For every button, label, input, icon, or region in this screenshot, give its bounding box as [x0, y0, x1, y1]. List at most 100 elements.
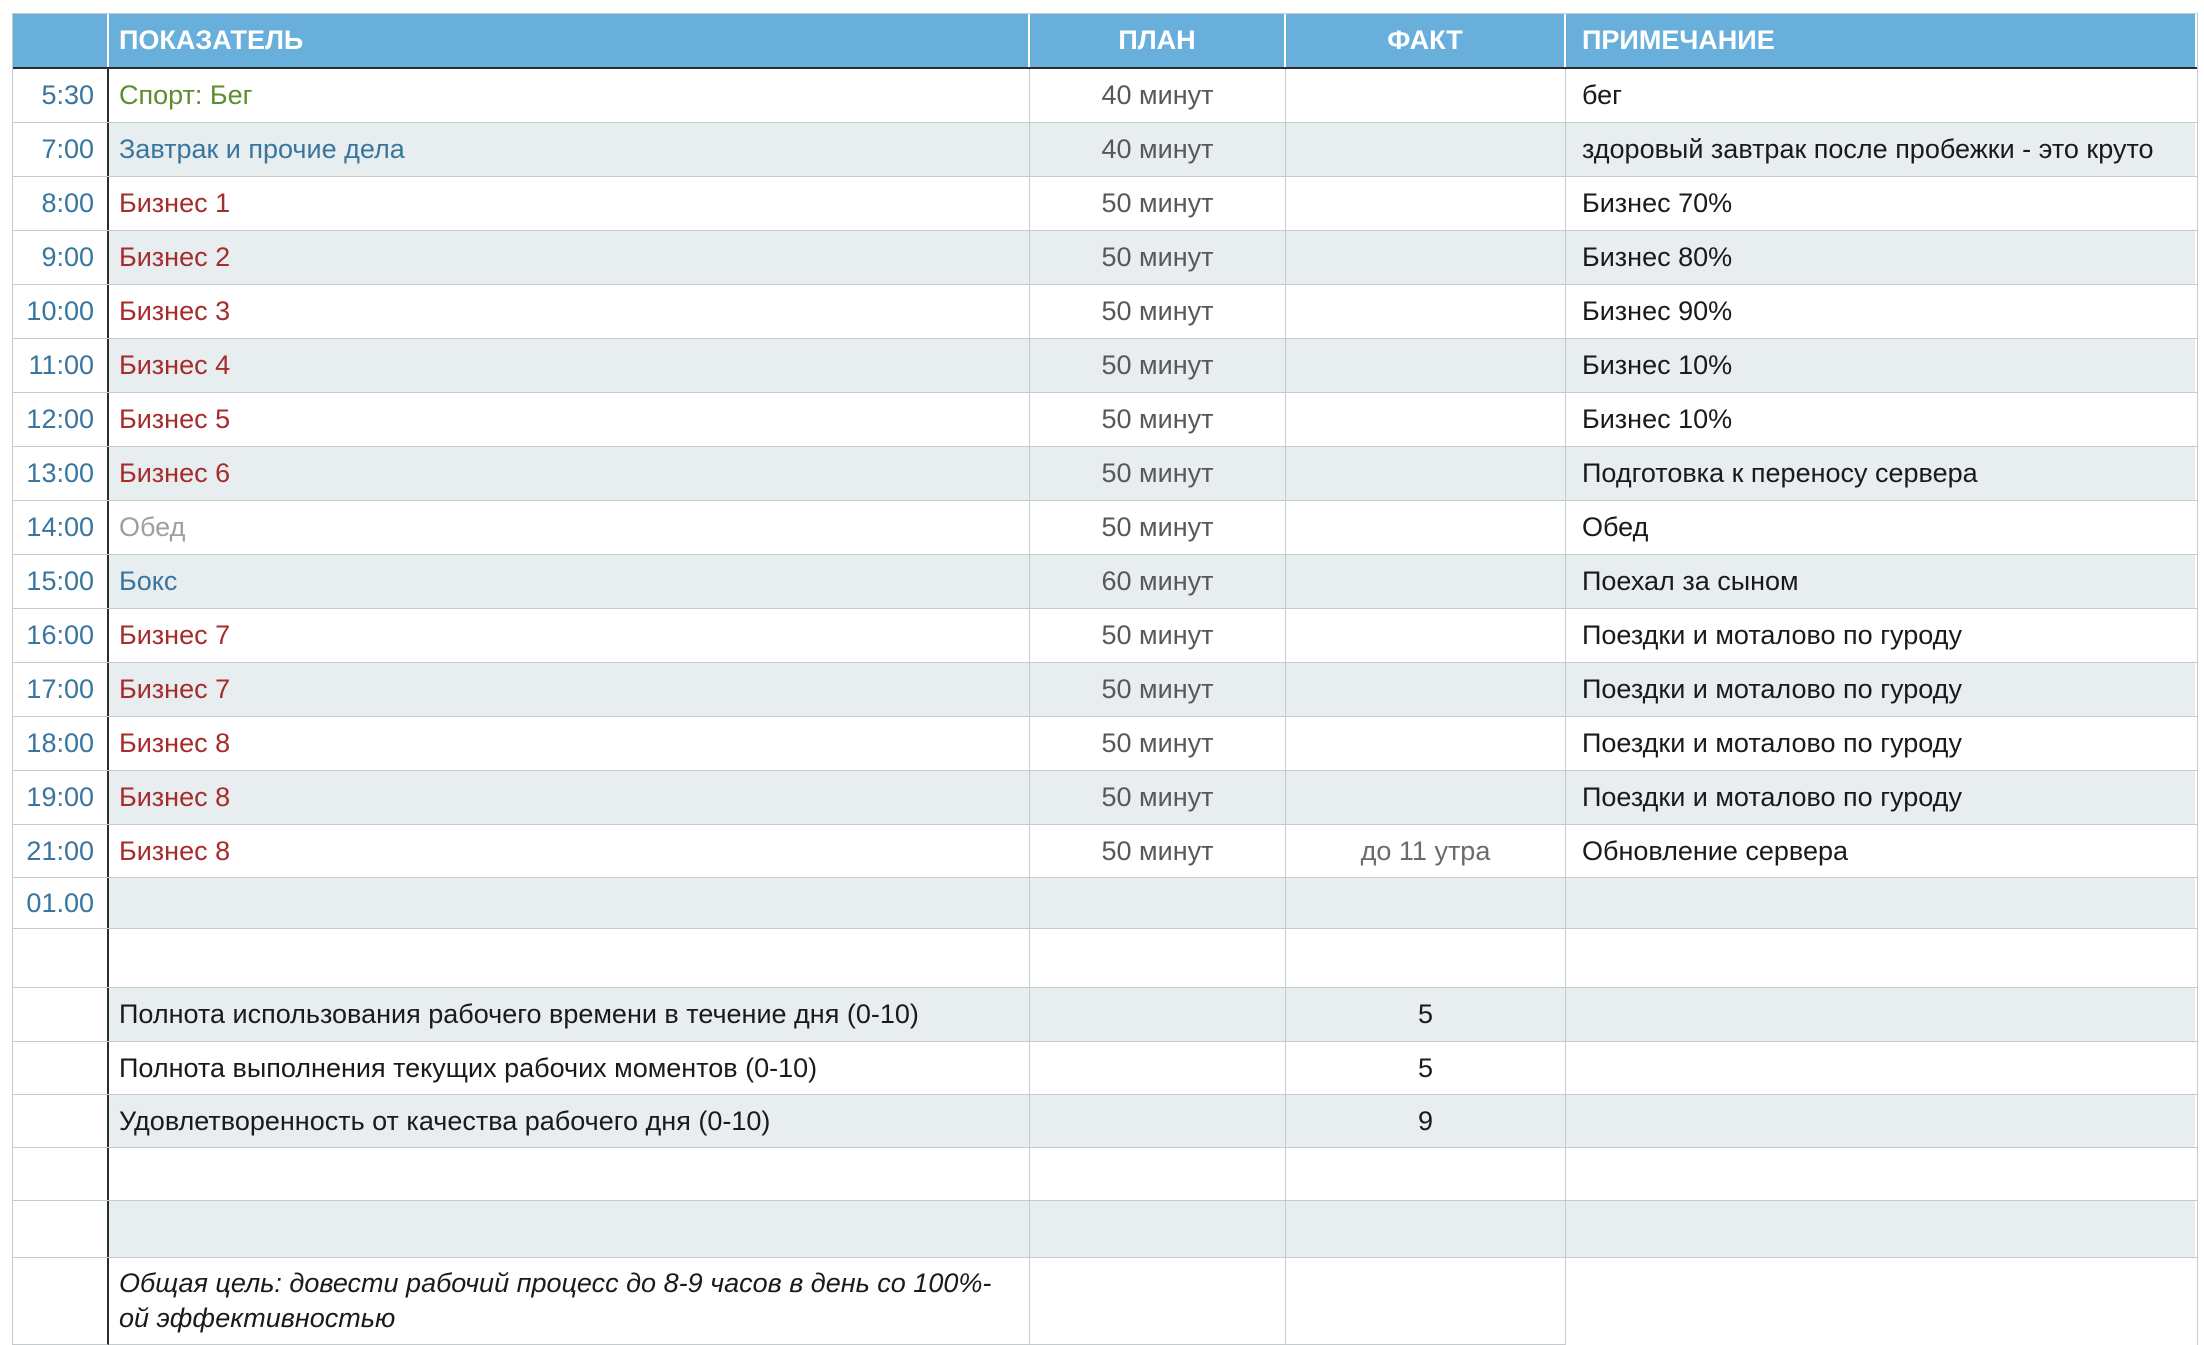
col-header-plan: ПЛАН — [1030, 14, 1286, 67]
plan-cell: 50 минут — [1030, 825, 1286, 877]
time-cell: 12:00 — [13, 393, 109, 446]
note-cell: Обновление сервера — [1582, 835, 1849, 866]
fact-cell — [1286, 1201, 1566, 1257]
fact-cell — [1286, 771, 1566, 824]
plan-cell: 50 минут — [1030, 717, 1286, 770]
time-cell: 8:00 — [13, 177, 109, 230]
time-cell: 19:00 — [13, 771, 109, 824]
indicator-cell: Бизнес 8 — [109, 771, 1030, 824]
metric-score-cell: 9 — [1286, 1095, 1566, 1147]
indicator-cell: Бизнес 2 — [109, 231, 1030, 284]
time-cell: 7:00 — [13, 123, 109, 176]
indicator-cell: Бизнес 8 — [109, 717, 1030, 770]
time-cell — [13, 1095, 109, 1147]
empty-row — [13, 1201, 2197, 1258]
fact-cell — [1286, 447, 1566, 500]
empty-row — [13, 1148, 2197, 1201]
note-cell: бег — [1582, 80, 1623, 110]
indicator-cell: Завтрак и прочие дела — [109, 123, 1030, 176]
indicator-cell: Бокс — [109, 555, 1030, 608]
schedule-row: 14:00 Обед 50 минут Обед — [13, 501, 2197, 555]
time-cell: 16:00 — [13, 609, 109, 662]
plan-cell: 60 минут — [1030, 555, 1286, 608]
plan-cell: 50 минут — [1030, 393, 1286, 446]
schedule-row: 19:00 Бизнес 8 50 минут Поездки и моталово … — [13, 771, 2197, 825]
plan-cell: 50 минут — [1030, 285, 1286, 338]
note-cell — [1566, 988, 2195, 1041]
indicator-cell — [109, 929, 1030, 987]
note-cell: Обед — [1582, 512, 1649, 542]
plan-cell — [1030, 878, 1286, 928]
note-cell — [1566, 1258, 2195, 1345]
time-cell: 21:00 — [13, 825, 109, 877]
time-cell: 18:00 — [13, 717, 109, 770]
note-cell — [1566, 1148, 2195, 1200]
note-cell: Бизнес 10% — [1582, 404, 1733, 434]
goal-row: Общая цель: довести рабочий процесс до 8… — [13, 1258, 2197, 1345]
fact-cell — [1286, 501, 1566, 554]
indicator-cell: Бизнес 7 — [109, 663, 1030, 716]
plan-cell: 50 минут — [1030, 609, 1286, 662]
note-cell — [1566, 878, 2195, 928]
note-cell: Бизнес 70% — [1582, 188, 1733, 218]
plan-cell — [1030, 929, 1286, 987]
metric-score-cell: 5 — [1286, 1042, 1566, 1094]
time-cell: 15:00 — [13, 555, 109, 608]
schedule-row: 13:00 Бизнес 6 50 минут Подготовка к перено… — [13, 447, 2197, 501]
indicator-cell: Бизнес 7 — [109, 609, 1030, 662]
indicator-cell: Бизнес 5 — [109, 393, 1030, 446]
fact-cell — [1286, 123, 1566, 176]
goal-note-cell: Общая цель: довести рабочий процесс до 8… — [109, 1258, 1030, 1345]
plan-cell: 50 минут — [1030, 771, 1286, 824]
fact-cell — [1286, 929, 1566, 987]
plan-cell: 50 минут — [1030, 447, 1286, 500]
schedule-row: 18:00 Бизнес 8 50 минут Поездки и моталово … — [13, 717, 2197, 771]
fact-cell — [1286, 231, 1566, 284]
metric-label-cell: Полнота использования рабочего времени в… — [109, 988, 1030, 1041]
note-cell: Поездки и моталово по гуроду — [1582, 620, 1962, 650]
plan-cell: 40 минут — [1030, 69, 1286, 122]
plan-cell: 50 минут — [1030, 339, 1286, 392]
schedule-row: 17:00 Бизнес 7 50 минут Поездки и моталово … — [13, 663, 2197, 717]
schedule-row: 01.00 — [13, 878, 2197, 929]
metric-label-cell: Полнота выполнения текущих рабочих момен… — [109, 1042, 1030, 1094]
fact-cell — [1286, 285, 1566, 338]
time-cell: 5:30 — [13, 69, 109, 122]
metric-score-cell: 5 — [1286, 988, 1566, 1041]
fact-cell — [1286, 177, 1566, 230]
note-cell: Подготовка к переносу сервера — [1566, 447, 2195, 500]
time-cell — [13, 929, 109, 987]
note-cell — [1566, 1042, 2195, 1094]
schedule-row: 8:00 Бизнес 1 50 минут Бизнес 70% — [13, 177, 2197, 231]
time-cell — [13, 1042, 109, 1094]
plan-cell — [1030, 988, 1286, 1041]
fact-cell — [1286, 1148, 1566, 1200]
daily-schedule-table: ПОКАЗАТЕЛЬ ПЛАН ФАКТ ПРИМЕЧАНИЕ 5:30 Спор… — [12, 13, 2198, 1345]
col-header-fact: ФАКТ — [1286, 14, 1566, 67]
indicator-cell: Обед — [109, 501, 1030, 554]
plan-cell: 40 минут — [1030, 123, 1286, 176]
indicator-cell — [109, 878, 1030, 928]
col-header-note: ПРИМЕЧАНИЕ — [1566, 14, 2195, 67]
metric-row: Полнота выполнения текущих рабочих момен… — [13, 1042, 2197, 1095]
note-cell: Поездки и моталово по гуроду — [1566, 663, 2195, 716]
note-cell — [1566, 1095, 2195, 1147]
time-cell: 14:00 — [13, 501, 109, 554]
note-cell: Поездки и моталово по гуроду — [1582, 728, 1962, 758]
time-cell: 11:00 — [13, 339, 109, 392]
fact-cell — [1286, 555, 1566, 608]
note-cell: Поехал за сыном — [1566, 555, 2195, 608]
note-cell — [1566, 1201, 2195, 1257]
indicator-cell: Бизнес 6 — [109, 447, 1030, 500]
plan-cell: 50 минут — [1030, 501, 1286, 554]
time-cell: 10:00 — [13, 285, 109, 338]
fact-cell — [1286, 339, 1566, 392]
metric-row: Удовлетворенность от качества рабочего д… — [13, 1095, 2197, 1148]
time-cell — [13, 988, 109, 1041]
fact-cell — [1286, 663, 1566, 716]
plan-cell: 50 минут — [1030, 231, 1286, 284]
schedule-row: 9:00 Бизнес 2 50 минут Бизнес 80% — [13, 231, 2197, 285]
time-cell — [13, 1201, 109, 1257]
time-cell: 01.00 — [13, 878, 109, 928]
indicator-cell — [109, 1148, 1030, 1200]
